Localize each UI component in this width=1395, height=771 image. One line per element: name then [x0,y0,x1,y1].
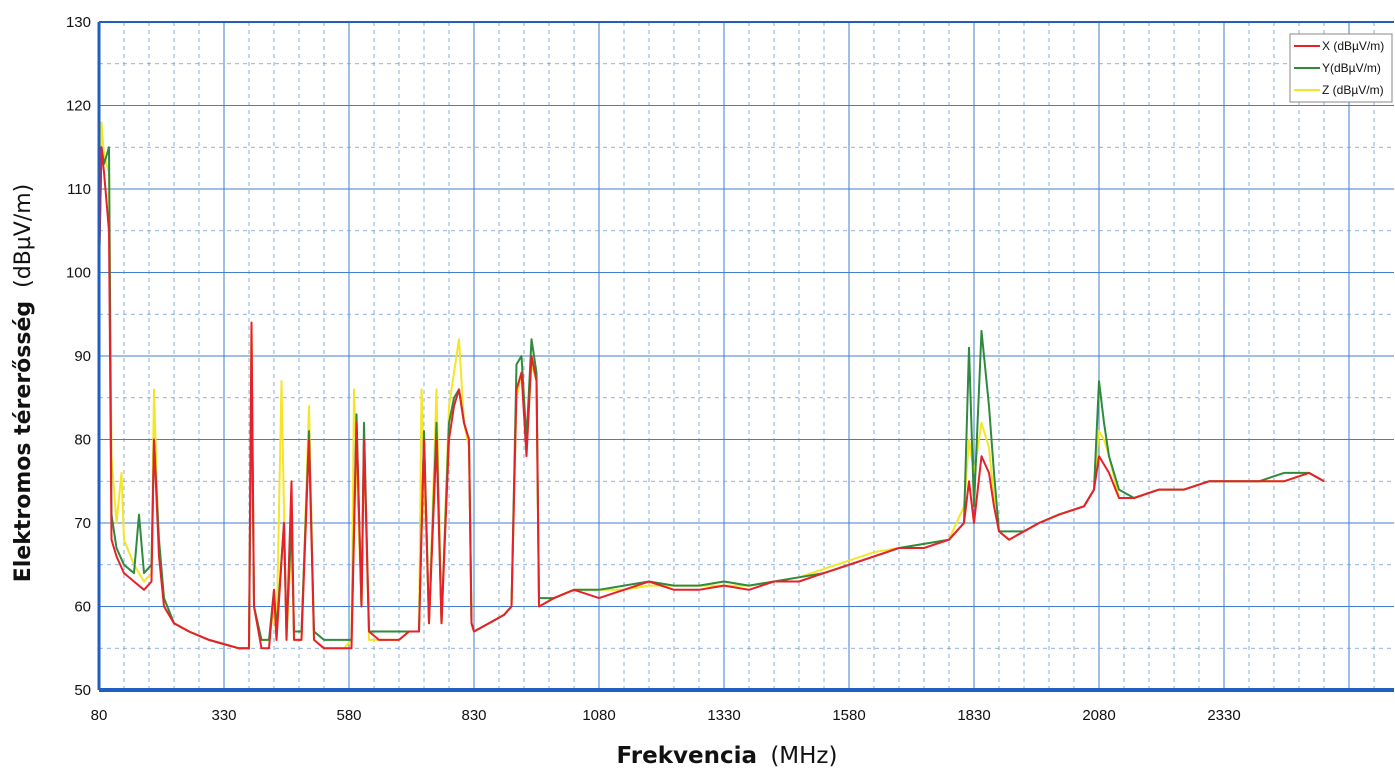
x-tick-label: 2080 [1082,707,1115,724]
legend: X (dBµV/m) Y(dBµV/m) Z (dBµV/m) [1289,33,1393,103]
x-axis-label-bold: Frekvencia [617,743,757,769]
legend-label-1: Y(dBµV/m) [1322,61,1381,75]
x-tick-label: 80 [91,707,108,724]
x-tick-label: 1080 [582,707,615,724]
x-tick-label: 830 [461,707,486,724]
y-tick-label: 70 [74,515,91,532]
x-axis-label-unit: (MHz) [770,743,837,769]
y-axis-label-bold: Elektromos térerősség [11,301,36,582]
x-tick-label: 1330 [707,707,740,724]
y-tick-label: 130 [66,14,91,31]
y-tick-labels: 50 60 70 80 90 100 110 120 130 [66,14,91,699]
y-tick-label: 110 [67,181,91,198]
x-tick-label: 580 [336,707,361,724]
y-axis-label-unit: (dBµV/m) [11,184,36,288]
series-line-0 [98,146,1325,650]
series-layer [98,121,1325,650]
x-tick-label: 1830 [957,707,990,724]
axes [97,21,1394,692]
legend-label-2: Z (dBµV/m) [1322,83,1384,97]
y-tick-label: 50 [74,682,91,699]
x-tick-label: 1580 [832,707,865,724]
y-tick-label: 90 [74,348,91,365]
x-axis-label: Frekvencia (MHz) [617,743,838,769]
y-tick-label: 60 [74,599,91,616]
grid [99,22,1394,690]
y-axis-label: Elektromos térerősség (dBµV/m) [11,184,36,583]
y-tick-label: 120 [66,98,91,115]
legend-label-0: X (dBµV/m) [1322,39,1384,53]
x-tick-label: 2330 [1207,707,1240,724]
x-tick-label: 330 [211,707,236,724]
y-tick-label: 80 [74,432,91,449]
y-tick-label: 100 [66,265,91,282]
x-tick-labels: 80 330 580 830 1080 1330 1580 1830 2080 2330 [91,707,1241,724]
